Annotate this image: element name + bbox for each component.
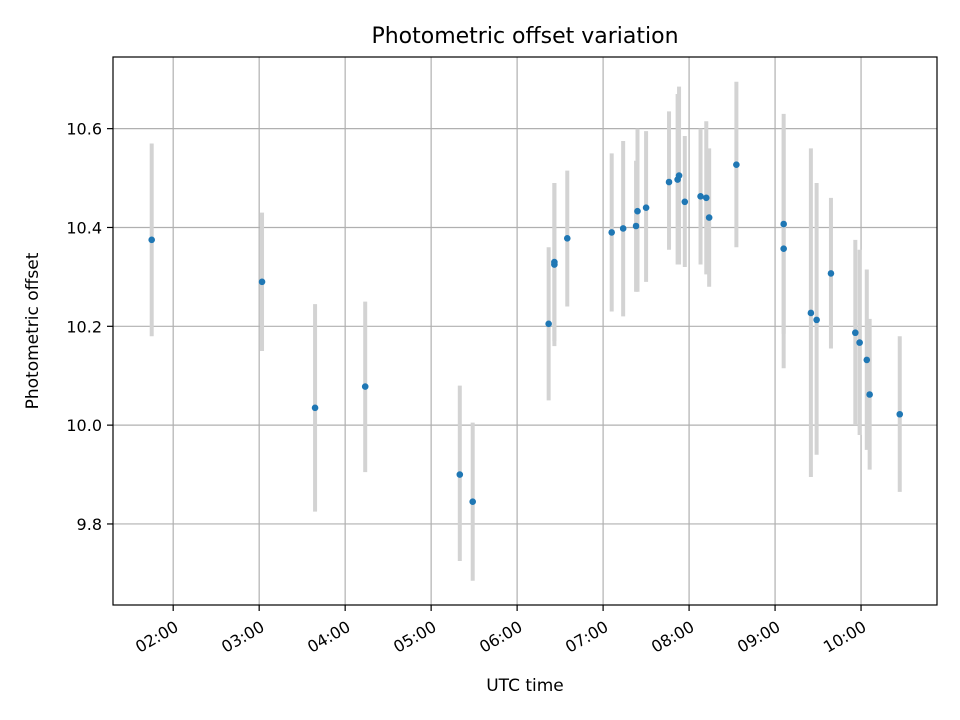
data-point: [148, 236, 155, 244]
data-point: [545, 320, 552, 328]
data-point: [733, 161, 740, 169]
y-axis-label: Photometric offset: [23, 252, 43, 409]
chart-title: Photometric offset variation: [371, 24, 678, 49]
grid-lines: [113, 57, 937, 605]
y-tick-label: 9.8: [77, 515, 102, 534]
data-point: [896, 410, 904, 418]
data-point: [642, 204, 650, 212]
data-point: [619, 225, 627, 232]
data-point: [681, 198, 689, 206]
data-point: [866, 391, 873, 398]
data-point: [665, 178, 673, 186]
data-points: [148, 161, 904, 506]
y-tick-label: 10.6: [66, 120, 102, 139]
data-point: [863, 356, 871, 364]
data-point: [563, 235, 571, 242]
data-point: [456, 471, 464, 478]
data-point: [608, 229, 615, 236]
data-point: [311, 404, 319, 412]
y-tick-label: 10.0: [66, 416, 102, 435]
data-point: [551, 258, 558, 266]
data-point: [780, 245, 787, 253]
data-point: [361, 383, 369, 390]
data-point: [675, 172, 683, 179]
data-point: [469, 498, 476, 506]
y-axis-ticks: 9.8 10.0 10.2 10.4 10.6: [66, 120, 113, 534]
data-point: [258, 278, 266, 286]
data-point: [827, 270, 835, 277]
data-point: [813, 316, 820, 324]
plot-frame: [112, 56, 938, 606]
data-point: [634, 207, 641, 215]
x-axis-label: UTC time: [486, 676, 564, 696]
data-point: [632, 222, 640, 230]
data-point: [852, 329, 859, 337]
data-point: [702, 194, 710, 202]
data-point: [807, 309, 815, 317]
y-tick-label: 10.4: [66, 218, 102, 237]
data-point: [856, 339, 863, 346]
data-point: [780, 220, 787, 228]
y-tick-label: 10.2: [66, 317, 102, 336]
data-point: [697, 193, 704, 200]
data-point: [705, 214, 713, 221]
